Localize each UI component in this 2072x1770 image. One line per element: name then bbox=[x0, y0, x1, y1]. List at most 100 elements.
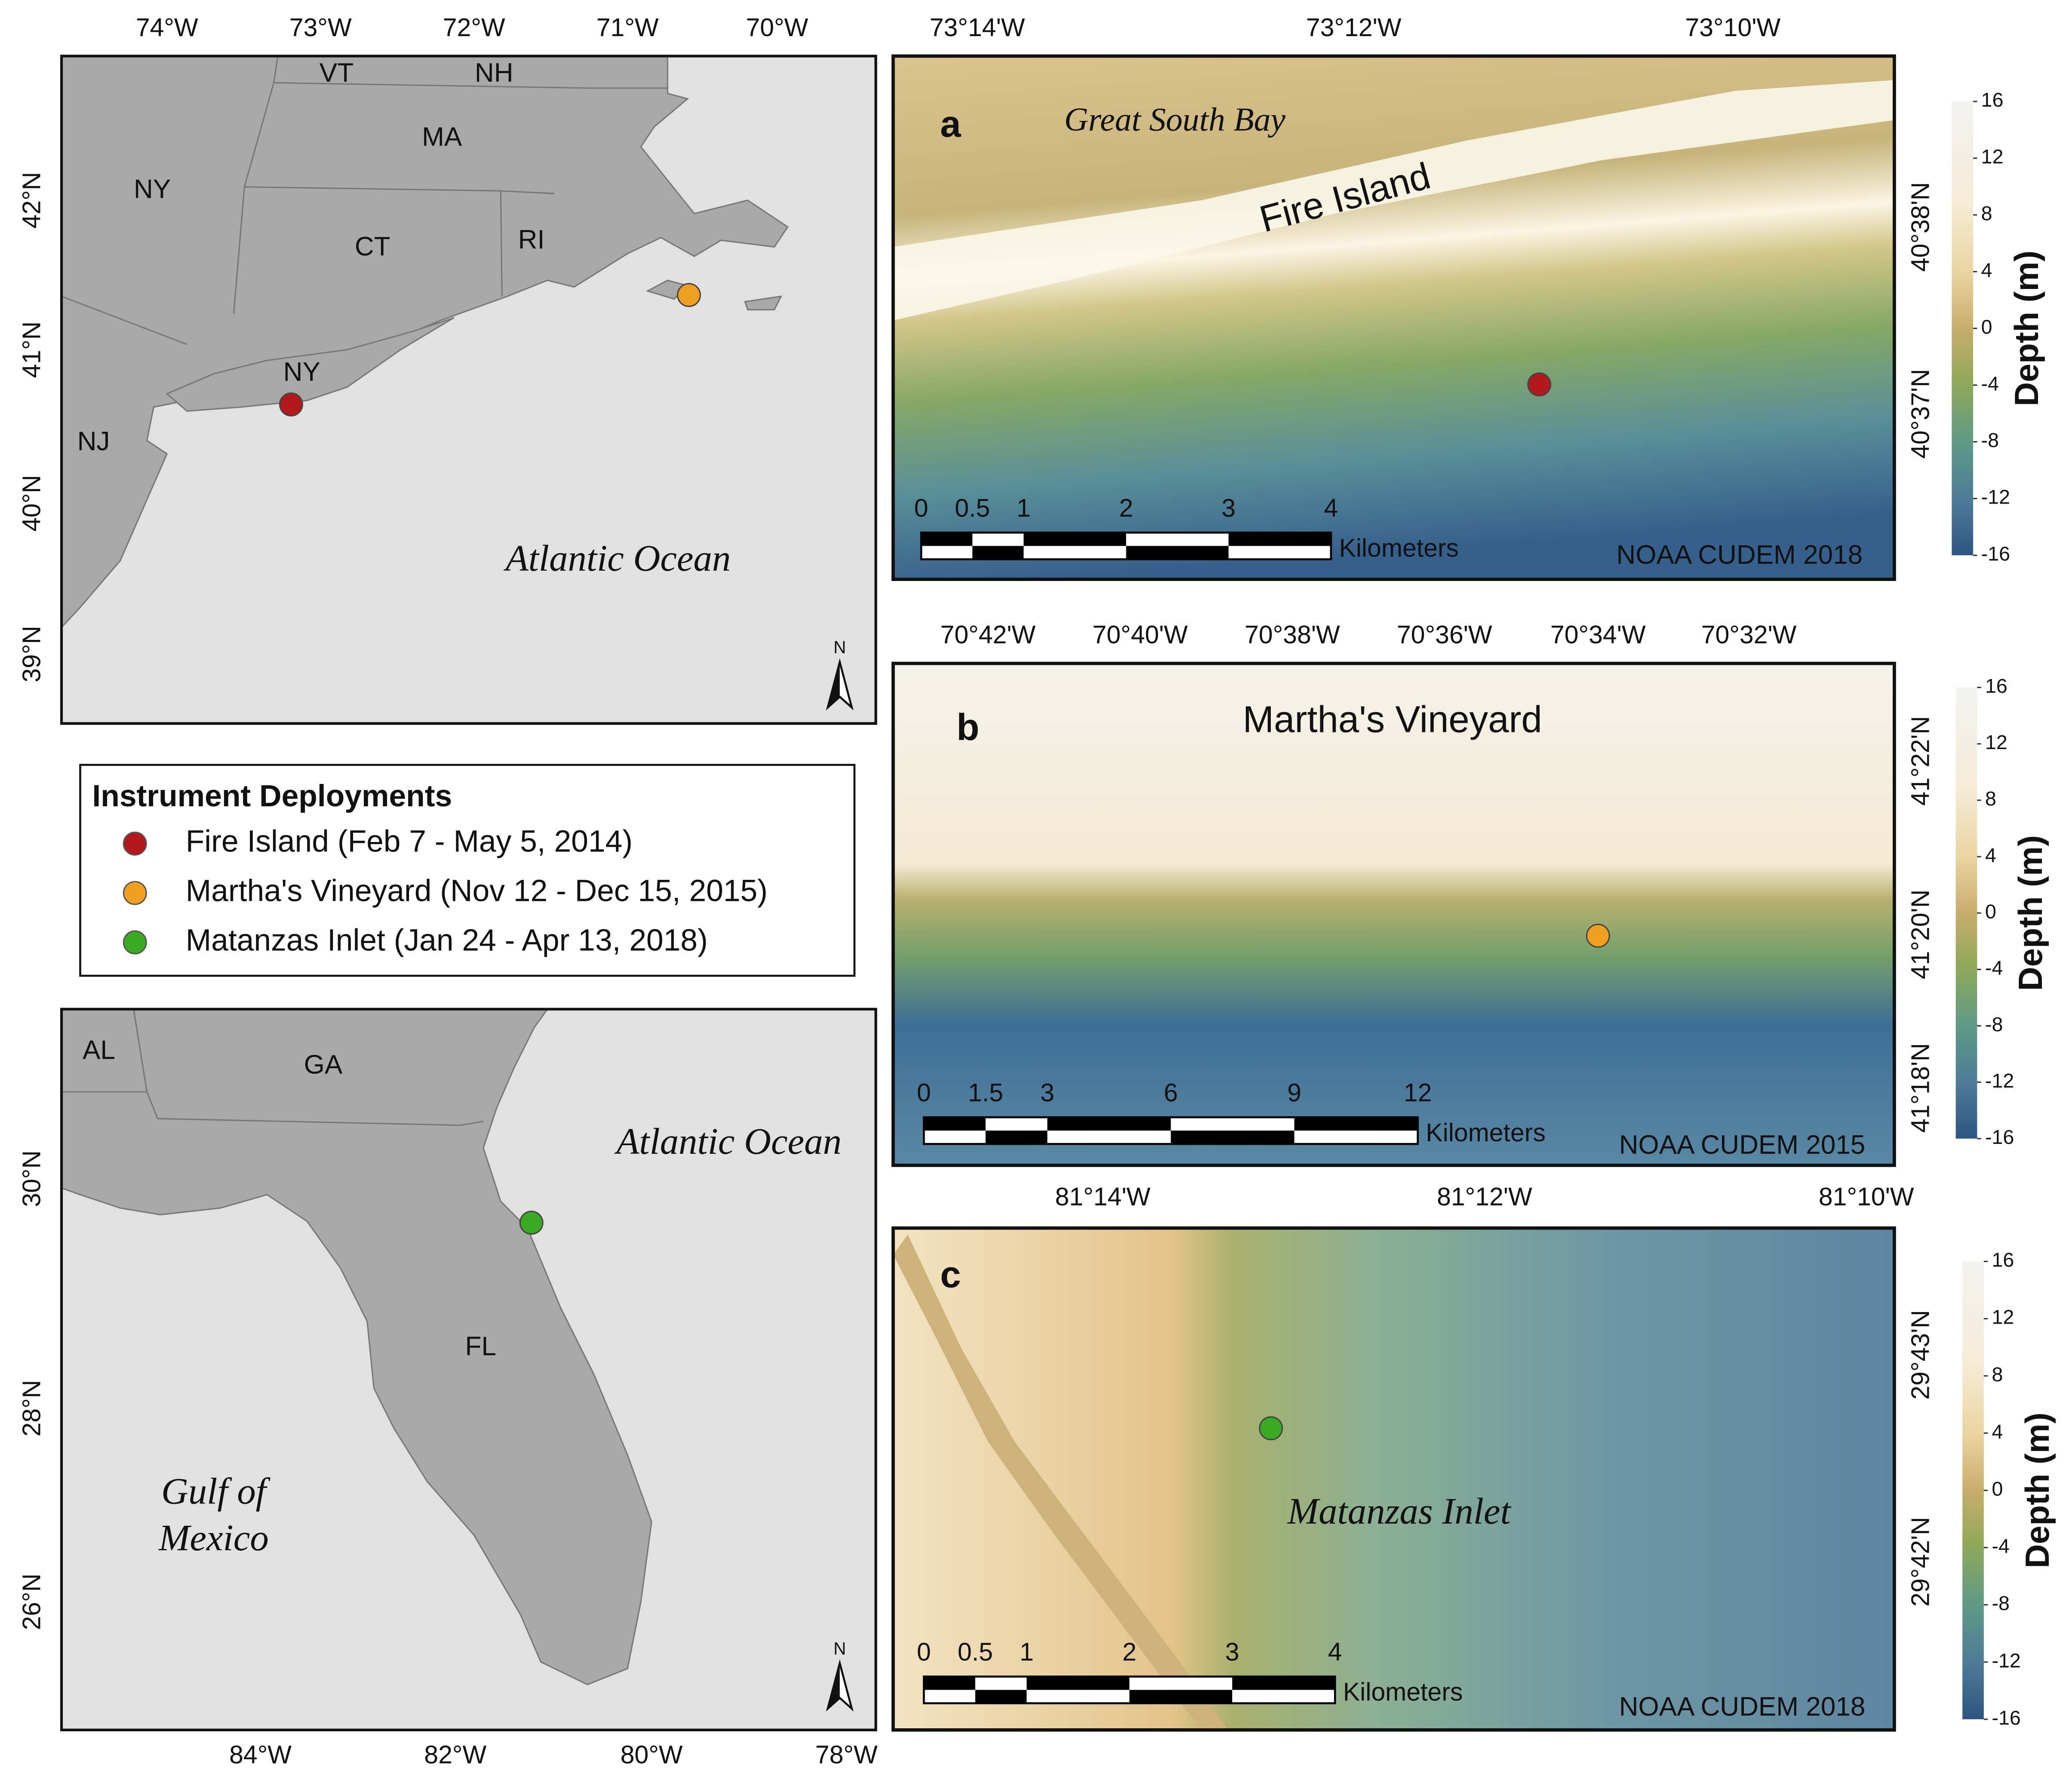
scale-segment bbox=[921, 546, 973, 559]
place-label: GA bbox=[304, 1050, 343, 1080]
scale-segment bbox=[1047, 1117, 1171, 1131]
site-marker bbox=[1527, 372, 1552, 396]
colorbar-tick-label: -8 bbox=[1985, 1013, 2003, 1036]
colorbar-tick-label: -8 bbox=[1992, 1592, 2010, 1614]
place-label: CT bbox=[355, 232, 390, 261]
lat-tick-label: 41°N bbox=[18, 321, 46, 378]
colorbar-tick-label: 8 bbox=[1981, 202, 1992, 224]
colorbar-tick-label: 4 bbox=[1981, 259, 1992, 281]
site-marker bbox=[677, 283, 701, 307]
scale-label: 9 bbox=[1287, 1079, 1301, 1107]
legend-marker bbox=[123, 831, 147, 856]
scale-segment bbox=[1228, 532, 1331, 546]
lon-tick-label: 70°34'W bbox=[1550, 621, 1646, 649]
scale-segment bbox=[1228, 546, 1331, 559]
lon-tick-label: 82°W bbox=[424, 1741, 486, 1769]
bathymetry bbox=[893, 56, 1894, 580]
scale-label: 0.5 bbox=[958, 1638, 993, 1666]
lat-tick-label: 28°N bbox=[18, 1380, 46, 1437]
lon-tick-label: 73°14'W bbox=[930, 14, 1025, 42]
lat-tick-label: 40°N bbox=[18, 475, 46, 532]
scale-label: 4 bbox=[1328, 1638, 1342, 1666]
scale-segment bbox=[975, 1676, 1027, 1690]
legend-box bbox=[79, 764, 856, 977]
scale-unit: Kilometers bbox=[1339, 534, 1459, 562]
scale-segment bbox=[921, 532, 973, 546]
gulf-label: Gulf of bbox=[161, 1470, 271, 1512]
scale-segment bbox=[1126, 546, 1229, 559]
colorbar-tick-label: 12 bbox=[1985, 731, 2007, 753]
lon-tick-label: 70°36'W bbox=[1397, 621, 1492, 649]
scale-segment bbox=[1129, 1676, 1233, 1690]
scale-segment bbox=[985, 1117, 1048, 1131]
boundaries bbox=[61, 56, 668, 345]
scale-segment bbox=[1129, 1690, 1233, 1703]
colorbar-tick-label: 8 bbox=[1985, 787, 1996, 810]
scale-label: 1 bbox=[1017, 494, 1031, 522]
site-marker bbox=[279, 392, 303, 417]
north-arrow bbox=[827, 662, 840, 708]
lon-tick-label: 81°12'W bbox=[1437, 1183, 1532, 1211]
place-label: NH bbox=[475, 58, 513, 88]
ocean-label: Atlantic Ocean bbox=[504, 538, 731, 579]
place-label: NY bbox=[134, 174, 171, 204]
scale-label: 0 bbox=[914, 494, 928, 522]
panel-border bbox=[891, 661, 1896, 1167]
scale-label: 2 bbox=[1122, 1638, 1137, 1666]
scale-segment bbox=[1171, 1131, 1294, 1144]
scale-segment bbox=[1294, 1117, 1418, 1131]
north-label: N bbox=[833, 1638, 846, 1658]
scale-segment bbox=[1171, 1117, 1294, 1131]
scale-label: 12 bbox=[1404, 1079, 1432, 1107]
legend-marker bbox=[123, 881, 147, 905]
scale-segment bbox=[924, 1676, 975, 1690]
place-label: Martha's Vineyard bbox=[1243, 698, 1542, 740]
scale-segment bbox=[1024, 546, 1126, 559]
colorbar-tick-label: 16 bbox=[1985, 675, 2007, 697]
lon-tick-label: 70°38'W bbox=[1245, 621, 1340, 649]
boundaries bbox=[61, 1009, 484, 1126]
lat-tick-label: 42°N bbox=[18, 172, 46, 229]
colorbar-tick-label: 12 bbox=[1981, 145, 2004, 168]
scale-label: 0 bbox=[917, 1638, 931, 1666]
lat-tick-label: 40°37'N bbox=[1907, 369, 1935, 459]
lat-tick-label: 26°N bbox=[18, 1573, 46, 1630]
colorbar-tick-label: -4 bbox=[1981, 372, 1999, 395]
lon-tick-label: 81°10'W bbox=[1819, 1183, 1914, 1211]
site-marker bbox=[519, 1211, 544, 1235]
scale-segment bbox=[985, 1131, 1048, 1144]
scale-label: 6 bbox=[1164, 1079, 1178, 1107]
lat-tick-label: 40°38'N bbox=[1907, 182, 1935, 272]
scale-unit: Kilometers bbox=[1426, 1119, 1546, 1147]
scale-segment bbox=[924, 1690, 975, 1703]
legend-label: Matanzas Inlet (Jan 24 - Apr 13, 2018) bbox=[186, 923, 708, 957]
lat-tick-label: 30°N bbox=[18, 1150, 46, 1207]
colorbar-tick-label: 16 bbox=[1981, 89, 2004, 111]
place-label: VT bbox=[320, 58, 354, 88]
panel-letter: c bbox=[940, 1254, 961, 1296]
colorbar-tick-label: 4 bbox=[1985, 844, 1996, 866]
site-marker bbox=[1259, 1416, 1283, 1441]
colorbar-tick-label: 8 bbox=[1992, 1363, 2003, 1386]
scale-label: 3 bbox=[1040, 1079, 1054, 1107]
scale-outline bbox=[920, 532, 1332, 560]
source-label: NOAA CUDEM 2018 bbox=[1619, 1692, 1866, 1722]
lon-tick-label: 73°12'W bbox=[1306, 14, 1402, 42]
lon-tick-label: 71°W bbox=[596, 14, 659, 42]
north-label: N bbox=[833, 637, 846, 657]
legend-title: Instrument Deployments bbox=[92, 779, 452, 813]
place-label: NY bbox=[283, 357, 320, 387]
scale-label: 3 bbox=[1225, 1638, 1239, 1666]
scale-segment bbox=[1232, 1690, 1335, 1703]
colorbar-tick-label: -16 bbox=[1992, 1706, 2021, 1729]
lon-tick-label: 74°W bbox=[136, 14, 198, 42]
colorbar-tick-label: 4 bbox=[1992, 1420, 2003, 1443]
panel-border bbox=[891, 1226, 1896, 1732]
lon-tick-label: 81°14'W bbox=[1055, 1183, 1150, 1211]
scale-outline bbox=[922, 1116, 1419, 1145]
scale-segment bbox=[1126, 532, 1229, 546]
colorbar-tick-label: 12 bbox=[1992, 1306, 2014, 1328]
colorbar-tick-label: -8 bbox=[1981, 429, 1999, 452]
lat-tick-label: 41°20'N bbox=[1907, 890, 1935, 980]
lon-tick-label: 84°W bbox=[229, 1741, 292, 1769]
